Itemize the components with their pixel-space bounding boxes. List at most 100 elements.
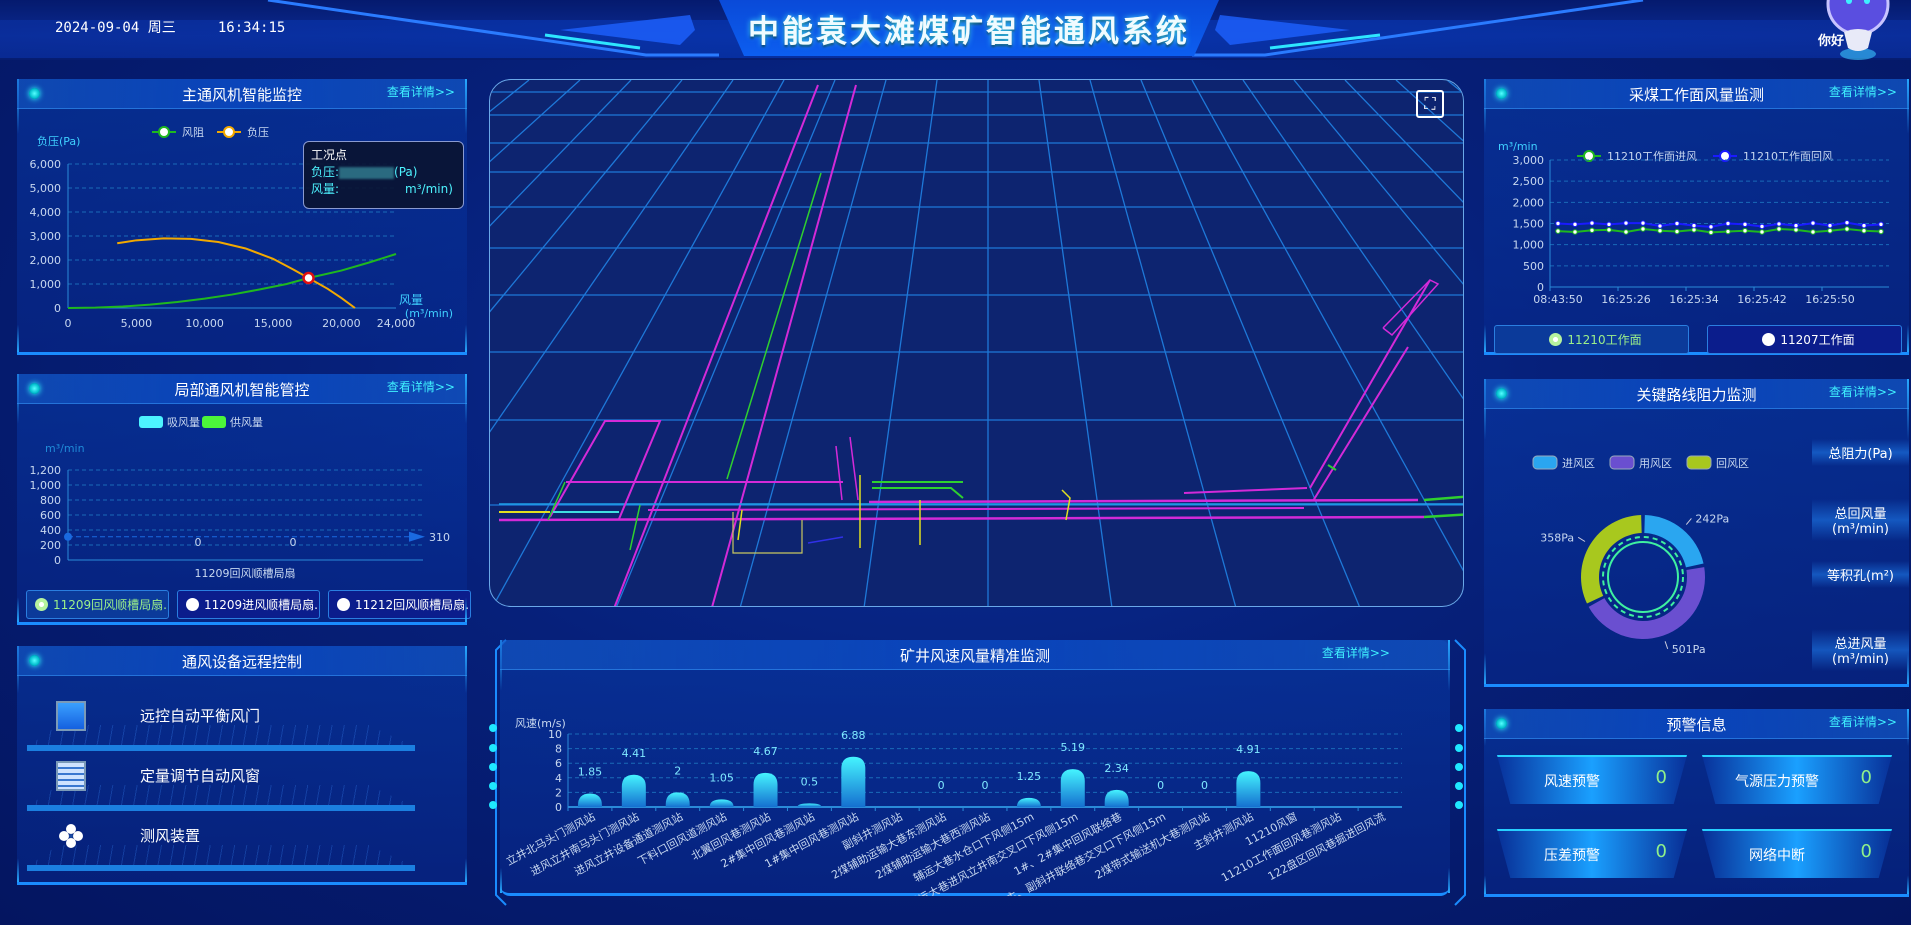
grid-line — [490, 80, 530, 113]
page-title: 中能袁大滩煤矿智能通风系统 — [748, 14, 1190, 50]
y-tick-label: 0 — [1537, 281, 1544, 294]
x-tick-label: 16:25:34 — [1669, 293, 1718, 306]
local-fan-option[interactable]: 11209回风顺槽局扇... — [26, 590, 169, 619]
series-line — [1557, 221, 1882, 228]
data-point — [1606, 227, 1612, 233]
bar[interactable] — [753, 772, 778, 807]
view-details-link[interactable]: 查看详情>> — [386, 85, 455, 99]
view-details-link[interactable]: 查看详情>> — [1321, 646, 1390, 660]
inner-dashed-ring — [1602, 536, 1684, 618]
legend-label: 11210工作面回风 — [1743, 150, 1833, 163]
data-point — [1691, 222, 1697, 229]
y-tick-label: 1,000 — [30, 278, 62, 291]
warning-card-network-down[interactable]: 网络中断 0 — [1702, 829, 1892, 878]
obscured-value — [339, 166, 395, 179]
slice-label-leader — [1577, 536, 1586, 542]
view-details-link[interactable]: 查看详情>> — [1828, 385, 1897, 399]
bar-value-label: 4.41 — [622, 747, 647, 760]
warning-label: 网络中断 — [1749, 848, 1805, 864]
grid-line — [1038, 80, 1113, 606]
data-point — [1657, 223, 1663, 229]
data-point — [1844, 226, 1850, 232]
fan-icon — [59, 824, 83, 848]
y-tick-label: 6 — [555, 757, 562, 770]
warning-card-wind-speed[interactable]: 风速预警 0 — [1497, 755, 1687, 804]
y-tick-label: 1,200 — [30, 464, 62, 477]
bar[interactable] — [1104, 789, 1129, 807]
control-label[interactable]: 定量调节自动风窗 — [140, 767, 261, 785]
bar-value-label: 2 — [674, 764, 681, 777]
view-details-link[interactable]: 查看详情>> — [386, 380, 455, 394]
legend-label: 风阻 — [182, 126, 204, 139]
bar[interactable] — [841, 756, 866, 807]
legend-marker — [223, 126, 235, 138]
local-fan-chart: 吸风量 供风量 m³/min 0 200 400 600 800 1,000 1,200 0 0 310… — [30, 415, 451, 580]
panel-header: 通风设备远程控制 — [17, 646, 467, 676]
donut-slice[interactable] — [1581, 515, 1642, 604]
data-point — [1861, 222, 1867, 229]
metric-equivalent-orifice: 等积孔(m²) — [1812, 561, 1909, 588]
bar-value-label: 0 — [982, 779, 989, 792]
radio-icon — [1762, 333, 1776, 346]
data-point — [1623, 220, 1629, 226]
bar[interactable] — [665, 792, 690, 807]
header: 中能袁大滩煤矿智能通风系统 2024-09-04 周三 16:34:15 你好 — [0, 0, 1911, 60]
y-tick-label: 4,000 — [30, 206, 62, 219]
panel-title: 通风设备远程控制 — [181, 653, 302, 671]
warning-card-air-pressure[interactable]: 气源压力预警 0 — [1702, 755, 1892, 804]
donut-slice[interactable] — [1644, 515, 1704, 568]
control-label[interactable]: 远控自动平衡风门 — [140, 707, 261, 725]
x-tick-label: 08:43:50 — [1533, 293, 1582, 306]
y-tick-label: 500 — [1523, 260, 1544, 273]
data-point — [1759, 223, 1765, 230]
warning-card-pressure-diff[interactable]: 压差预警 0 — [1497, 829, 1687, 878]
bar[interactable] — [577, 793, 602, 807]
control-label[interactable]: 测风装置 — [140, 827, 201, 845]
y-tick-label: 0 — [54, 554, 61, 567]
platform-bar — [27, 745, 415, 751]
data-point — [1810, 220, 1816, 226]
data-point — [1759, 229, 1765, 235]
platform-floor — [27, 785, 415, 807]
bar[interactable] — [709, 799, 734, 807]
slice-label: 242Pa — [1695, 512, 1729, 525]
data-point — [1878, 228, 1884, 235]
option-label: 11209进风顺槽局扇... — [204, 598, 320, 612]
legend-label: 回风区 — [1716, 457, 1749, 470]
face-option[interactable]: 11207工作面 — [1707, 325, 1902, 354]
bar[interactable] — [1060, 769, 1085, 807]
x-category-label: 11209回风顺槽局扇 — [195, 566, 296, 580]
radio-icon — [337, 598, 350, 611]
y-tick-label: 2,000 — [1513, 196, 1545, 209]
view-details-link[interactable]: 查看详情>> — [1828, 715, 1897, 729]
y-tick-label: 2 — [555, 786, 562, 799]
door-icon — [56, 701, 86, 731]
bar-value-label: 6.88 — [841, 729, 866, 742]
bar[interactable] — [1016, 797, 1041, 807]
view-details-link[interactable]: 查看详情>> — [1828, 85, 1897, 99]
panel-dot-icon — [29, 88, 40, 99]
legend-marker — [158, 126, 170, 138]
mine-network-view[interactable] — [490, 80, 1464, 607]
metric-label: 总阻力(Pa) — [1828, 447, 1893, 462]
face-option[interactable]: 11210工作面 — [1494, 325, 1689, 354]
donut-slice[interactable] — [1588, 567, 1705, 639]
bar[interactable] — [621, 774, 646, 807]
y-tick-label: 8 — [555, 743, 562, 756]
data-point — [1674, 228, 1680, 235]
grid-line — [1293, 80, 1463, 285]
legend-label: 用风区 — [1639, 457, 1672, 470]
bar[interactable] — [1236, 771, 1261, 807]
bar[interactable] — [797, 803, 822, 807]
mine-3d-map[interactable]: ⛶ — [489, 79, 1464, 607]
local-fan-option[interactable]: 11209进风顺槽局扇... — [177, 590, 320, 619]
x-tick-label: 0 — [65, 317, 72, 330]
x-tick-label: 16:25:50 — [1805, 293, 1854, 306]
y-tick-label: 1,500 — [1513, 218, 1545, 231]
operating-point-marker[interactable] — [302, 271, 315, 285]
data-point — [1708, 229, 1714, 236]
assistant-robot-icon[interactable] — [1822, 0, 1894, 60]
local-fan-option[interactable]: 11212回风顺槽局扇... — [328, 590, 471, 619]
data-point — [1555, 228, 1561, 234]
fullscreen-icon[interactable]: ⛶ — [1416, 90, 1444, 118]
